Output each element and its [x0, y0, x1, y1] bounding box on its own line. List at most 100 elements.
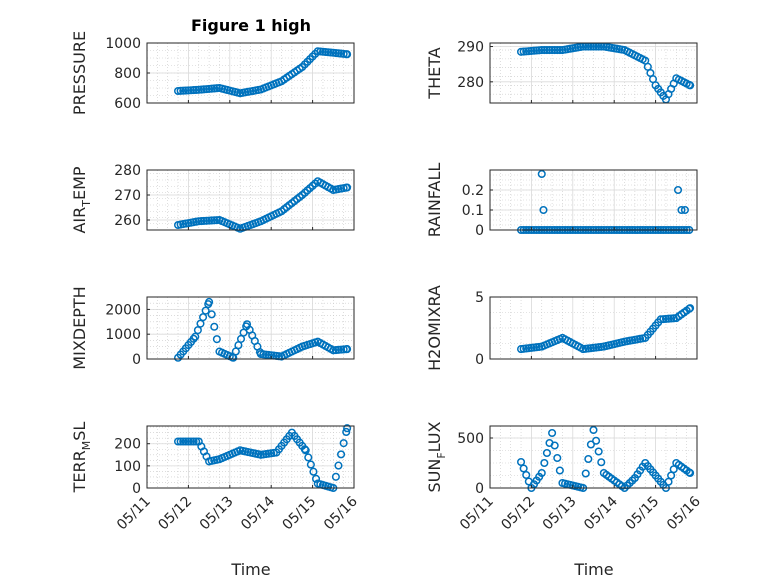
y-axis-label-text: TERRMSL: [70, 422, 93, 494]
data-point: [334, 461, 343, 470]
data-point: [194, 217, 203, 226]
data-point: [189, 437, 198, 446]
y-tick-label: 0: [475, 223, 484, 239]
axes-theta: 280 290 THETA: [425, 40, 698, 104]
y-axis-label: H2OMIXRA: [425, 285, 444, 371]
y-tick-label: 100: [114, 459, 141, 475]
data-point: [594, 447, 603, 456]
x-tick-label: 05/11: [114, 494, 154, 534]
y-tick-label: 290: [457, 40, 484, 56]
axes-frame: [489, 42, 698, 104]
data-point: [201, 306, 210, 315]
y-axis-label-text: H2OMIXRA: [425, 285, 444, 371]
data-point: [343, 50, 352, 59]
data-point: [202, 216, 211, 225]
data-point: [196, 319, 205, 328]
data-point: [686, 304, 695, 313]
data-point: [212, 335, 221, 344]
data-point: [212, 216, 221, 225]
y-tick-label: 0: [475, 352, 484, 368]
data-point: [537, 169, 546, 179]
x-tick-label: 05/14: [581, 493, 621, 533]
data-point: [539, 205, 548, 215]
data-point: [205, 297, 214, 307]
data-point: [581, 469, 590, 478]
data-point: [207, 310, 216, 319]
data-point: [176, 437, 185, 446]
x-axis-label-right: Time: [573, 560, 613, 579]
axes-terr-msl: 0 100 200 05/11 05/12 05/13 05/14 05/15 05/16 TER…: [70, 422, 361, 534]
data-point: [537, 46, 546, 55]
x-tick-label: 05/16: [664, 493, 704, 533]
y-tick-label: 1000: [105, 36, 141, 52]
data-point: [199, 216, 208, 225]
y-tick-label: 500: [457, 431, 484, 447]
y-tick-label: 280: [114, 163, 141, 179]
data-point: [542, 448, 551, 458]
y-tick-label: 0.2: [462, 183, 484, 199]
y-tick-label: 280: [457, 75, 484, 91]
y-axis-label: THETA: [425, 47, 444, 99]
data-point: [343, 345, 352, 354]
data-point: [191, 332, 200, 341]
x-tick-label: 05/12: [498, 494, 538, 534]
y-axis-label-text: PRESSURE: [70, 31, 89, 115]
axes-frame: [146, 425, 355, 489]
data-point: [686, 81, 695, 90]
data-point: [343, 183, 352, 192]
axes-frame: [489, 425, 698, 489]
data-point: [193, 326, 202, 335]
y-tick-label: 600: [114, 96, 141, 112]
data-point: [301, 446, 310, 455]
axes-frame: [146, 169, 355, 231]
data-point: [555, 46, 564, 55]
data-point: [680, 205, 689, 215]
data-point: [517, 457, 526, 467]
x-tick-label: 05/14: [238, 493, 278, 533]
data-point: [540, 458, 549, 468]
y-axis-label: MIXDEPTH: [70, 286, 89, 369]
y-axis-label-text: AIRTEMP: [70, 166, 93, 233]
data-point: [331, 472, 340, 481]
data-point: [184, 437, 193, 446]
y-axis-label: PRESSURE: [70, 31, 89, 115]
y-tick-label: 2000: [105, 302, 141, 318]
data-point: [179, 437, 188, 446]
data-point: [522, 470, 531, 480]
data-point: [174, 86, 183, 96]
data-point: [192, 437, 201, 446]
data-point: [537, 468, 546, 478]
data-point: [343, 424, 352, 433]
data-point: [210, 216, 219, 225]
y-axis-label-text: RAINFALL: [425, 163, 444, 238]
axes-pressure: 600 800 1000 PRESSURE: [70, 31, 355, 115]
data-point: [174, 437, 183, 446]
data-point: [181, 437, 190, 446]
data-point: [186, 437, 196, 446]
data-point: [192, 85, 201, 94]
axes-h2omixra: 0 5 H2OMIXRA: [425, 285, 698, 371]
data-point: [686, 468, 695, 478]
x-axis-label-left: Time: [230, 560, 270, 579]
y-axis-label: RAINFALL: [425, 163, 444, 238]
data-point: [306, 460, 315, 469]
y-tick-label: 0.1: [462, 203, 484, 219]
data-point: [210, 322, 219, 331]
data-point: [199, 313, 208, 322]
axes-sun-flux: 0 500 05/11 05/12 05/13 05/14 05/15 05/16 SUNFLU…: [425, 421, 704, 533]
data-point: [176, 86, 185, 95]
y-tick-label: 260: [114, 213, 141, 229]
data-point: [548, 428, 557, 438]
axes-rainfall: 0 0.1 0.2 RAINFALL: [425, 163, 698, 239]
y-tick-label: 5: [475, 290, 484, 306]
axes-frame: [489, 169, 698, 231]
data-point: [339, 439, 348, 448]
x-tick-label: 05/11: [457, 494, 497, 534]
y-axis-label: AIRTEMP: [70, 166, 93, 233]
data-point: [545, 46, 554, 55]
data-point: [342, 427, 351, 437]
y-tick-label: 200: [114, 437, 141, 453]
data-point: [550, 441, 559, 450]
x-tick-label: 05/15: [280, 494, 320, 534]
x-tick-label: 05/12: [155, 494, 195, 534]
